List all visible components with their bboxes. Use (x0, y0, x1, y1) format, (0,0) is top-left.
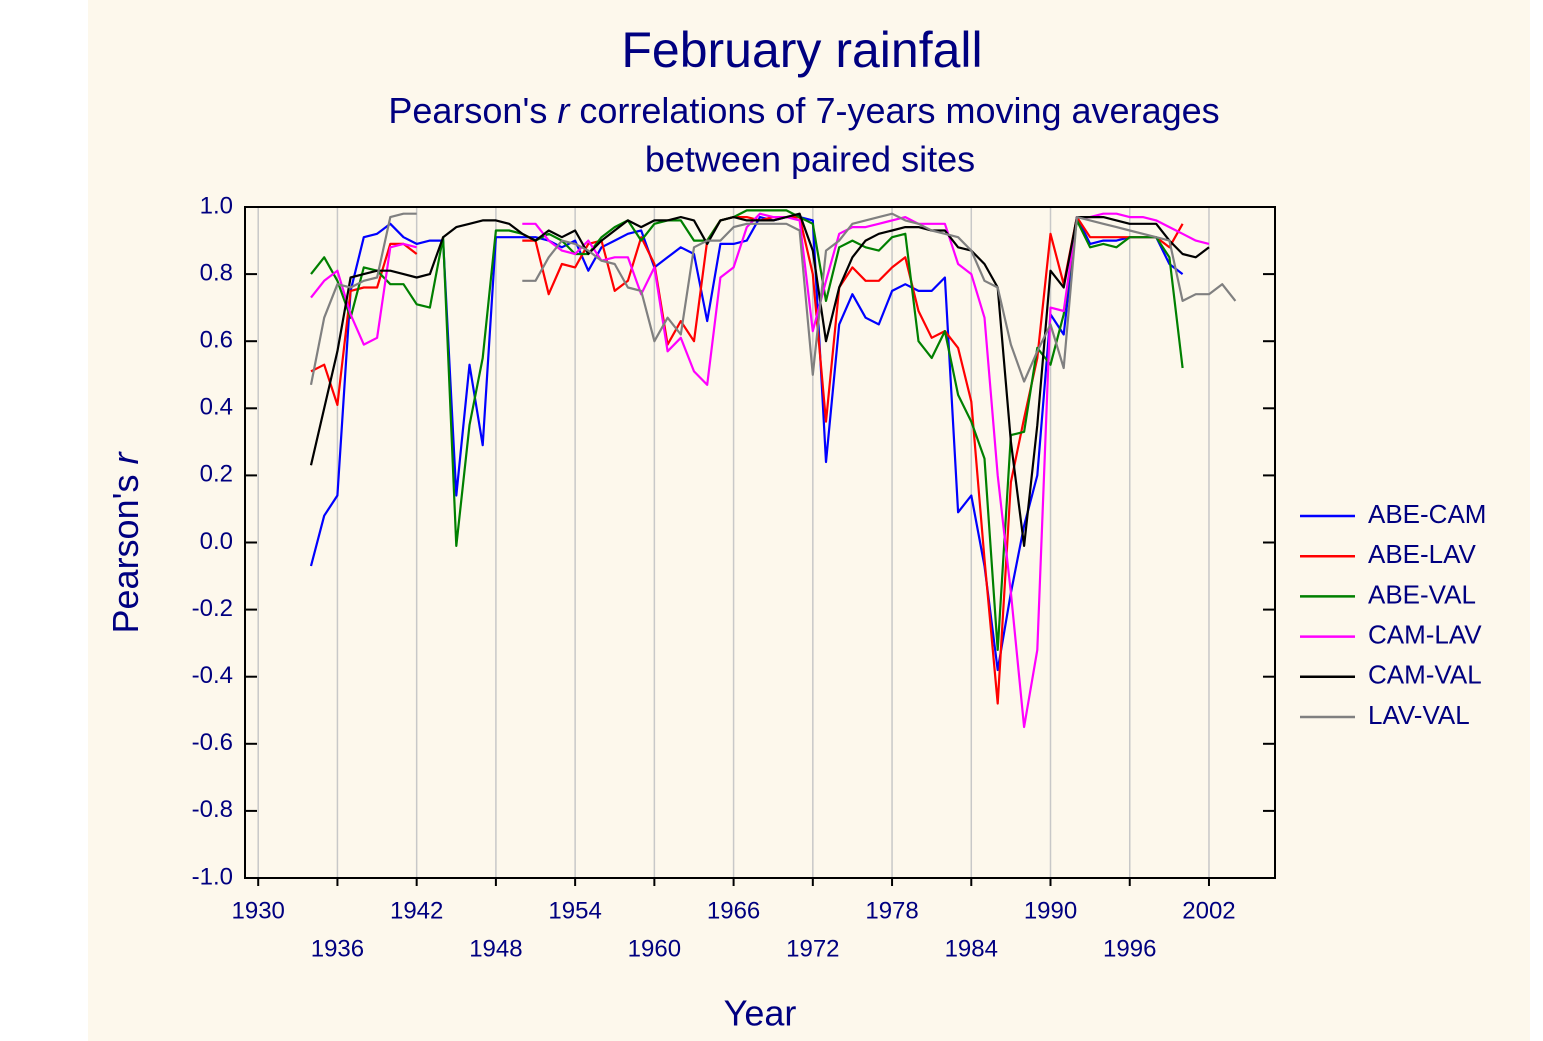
x-tick-label: 1966 (707, 897, 760, 924)
legend-label: CAM-LAV (1368, 619, 1482, 649)
x-axis-label: Year (724, 993, 797, 1034)
y-label-text: Pearson's (105, 465, 146, 634)
chart-subtitle: between paired sites (645, 139, 975, 180)
legend-label: ABE-CAM (1368, 499, 1486, 529)
y-tick-label: 0.2 (200, 461, 233, 488)
chart-subtitle: Pearson's r correlations of 7-years movi… (388, 90, 1219, 131)
chart-background (88, 0, 1530, 1041)
y-tick-label: -0.4 (192, 662, 233, 689)
y-tick-label: 0.6 (200, 327, 233, 354)
legend: ABE-CAM ABE-LAV ABE-VAL CAM-LAV CAM-VAL LAV-V… (1300, 499, 1486, 730)
y-tick-label: 0.8 (200, 259, 233, 286)
x-tick-label: 1942 (390, 897, 443, 924)
y-tick-label: 0.0 (200, 528, 233, 555)
legend-label: ABE-LAV (1368, 539, 1477, 569)
subtitle-text: correlations of 7-years moving averages (569, 90, 1219, 131)
plot-frame (244, 206, 1276, 879)
x-tick-label: 1978 (865, 897, 918, 924)
series-line (310, 209, 1184, 651)
y-tick-label: -1.0 (192, 863, 233, 890)
chart-title: February rainfall (621, 22, 982, 78)
x-tick-label: 1930 (232, 897, 285, 924)
y-tick-label: 1.0 (200, 192, 233, 219)
series-line (309, 216, 1184, 672)
legend-label: ABE-VAL (1368, 579, 1476, 609)
x-tick-label: 1954 (548, 897, 601, 924)
y-tick-label: -0.6 (192, 729, 233, 756)
x-tick-label: 1990 (1024, 897, 1077, 924)
x-tick-label: 1936 (311, 935, 364, 962)
legend-label: LAV-VAL (1368, 700, 1470, 730)
subtitle-italic: r (557, 90, 571, 131)
subtitle-text: Pearson's (388, 90, 557, 131)
x-tick-label: 1984 (945, 935, 998, 962)
x-tick-label: 1996 (1103, 935, 1156, 962)
y-label-italic: r (105, 451, 146, 465)
y-tick-label: -0.2 (192, 595, 233, 622)
legend-label: CAM-VAL (1368, 660, 1482, 690)
y-axis-label: Pearson's r (105, 451, 146, 634)
x-tick-label: 2002 (1182, 897, 1235, 924)
series-line (309, 212, 1237, 386)
y-tick-label: -0.8 (192, 796, 233, 823)
series-line (310, 212, 1210, 729)
x-tick-label: 1960 (628, 935, 681, 962)
y-tick-label: 0.4 (200, 394, 233, 421)
series-line (309, 212, 1210, 547)
x-tick-label: 1972 (786, 935, 839, 962)
x-tick-label: 1948 (469, 935, 522, 962)
